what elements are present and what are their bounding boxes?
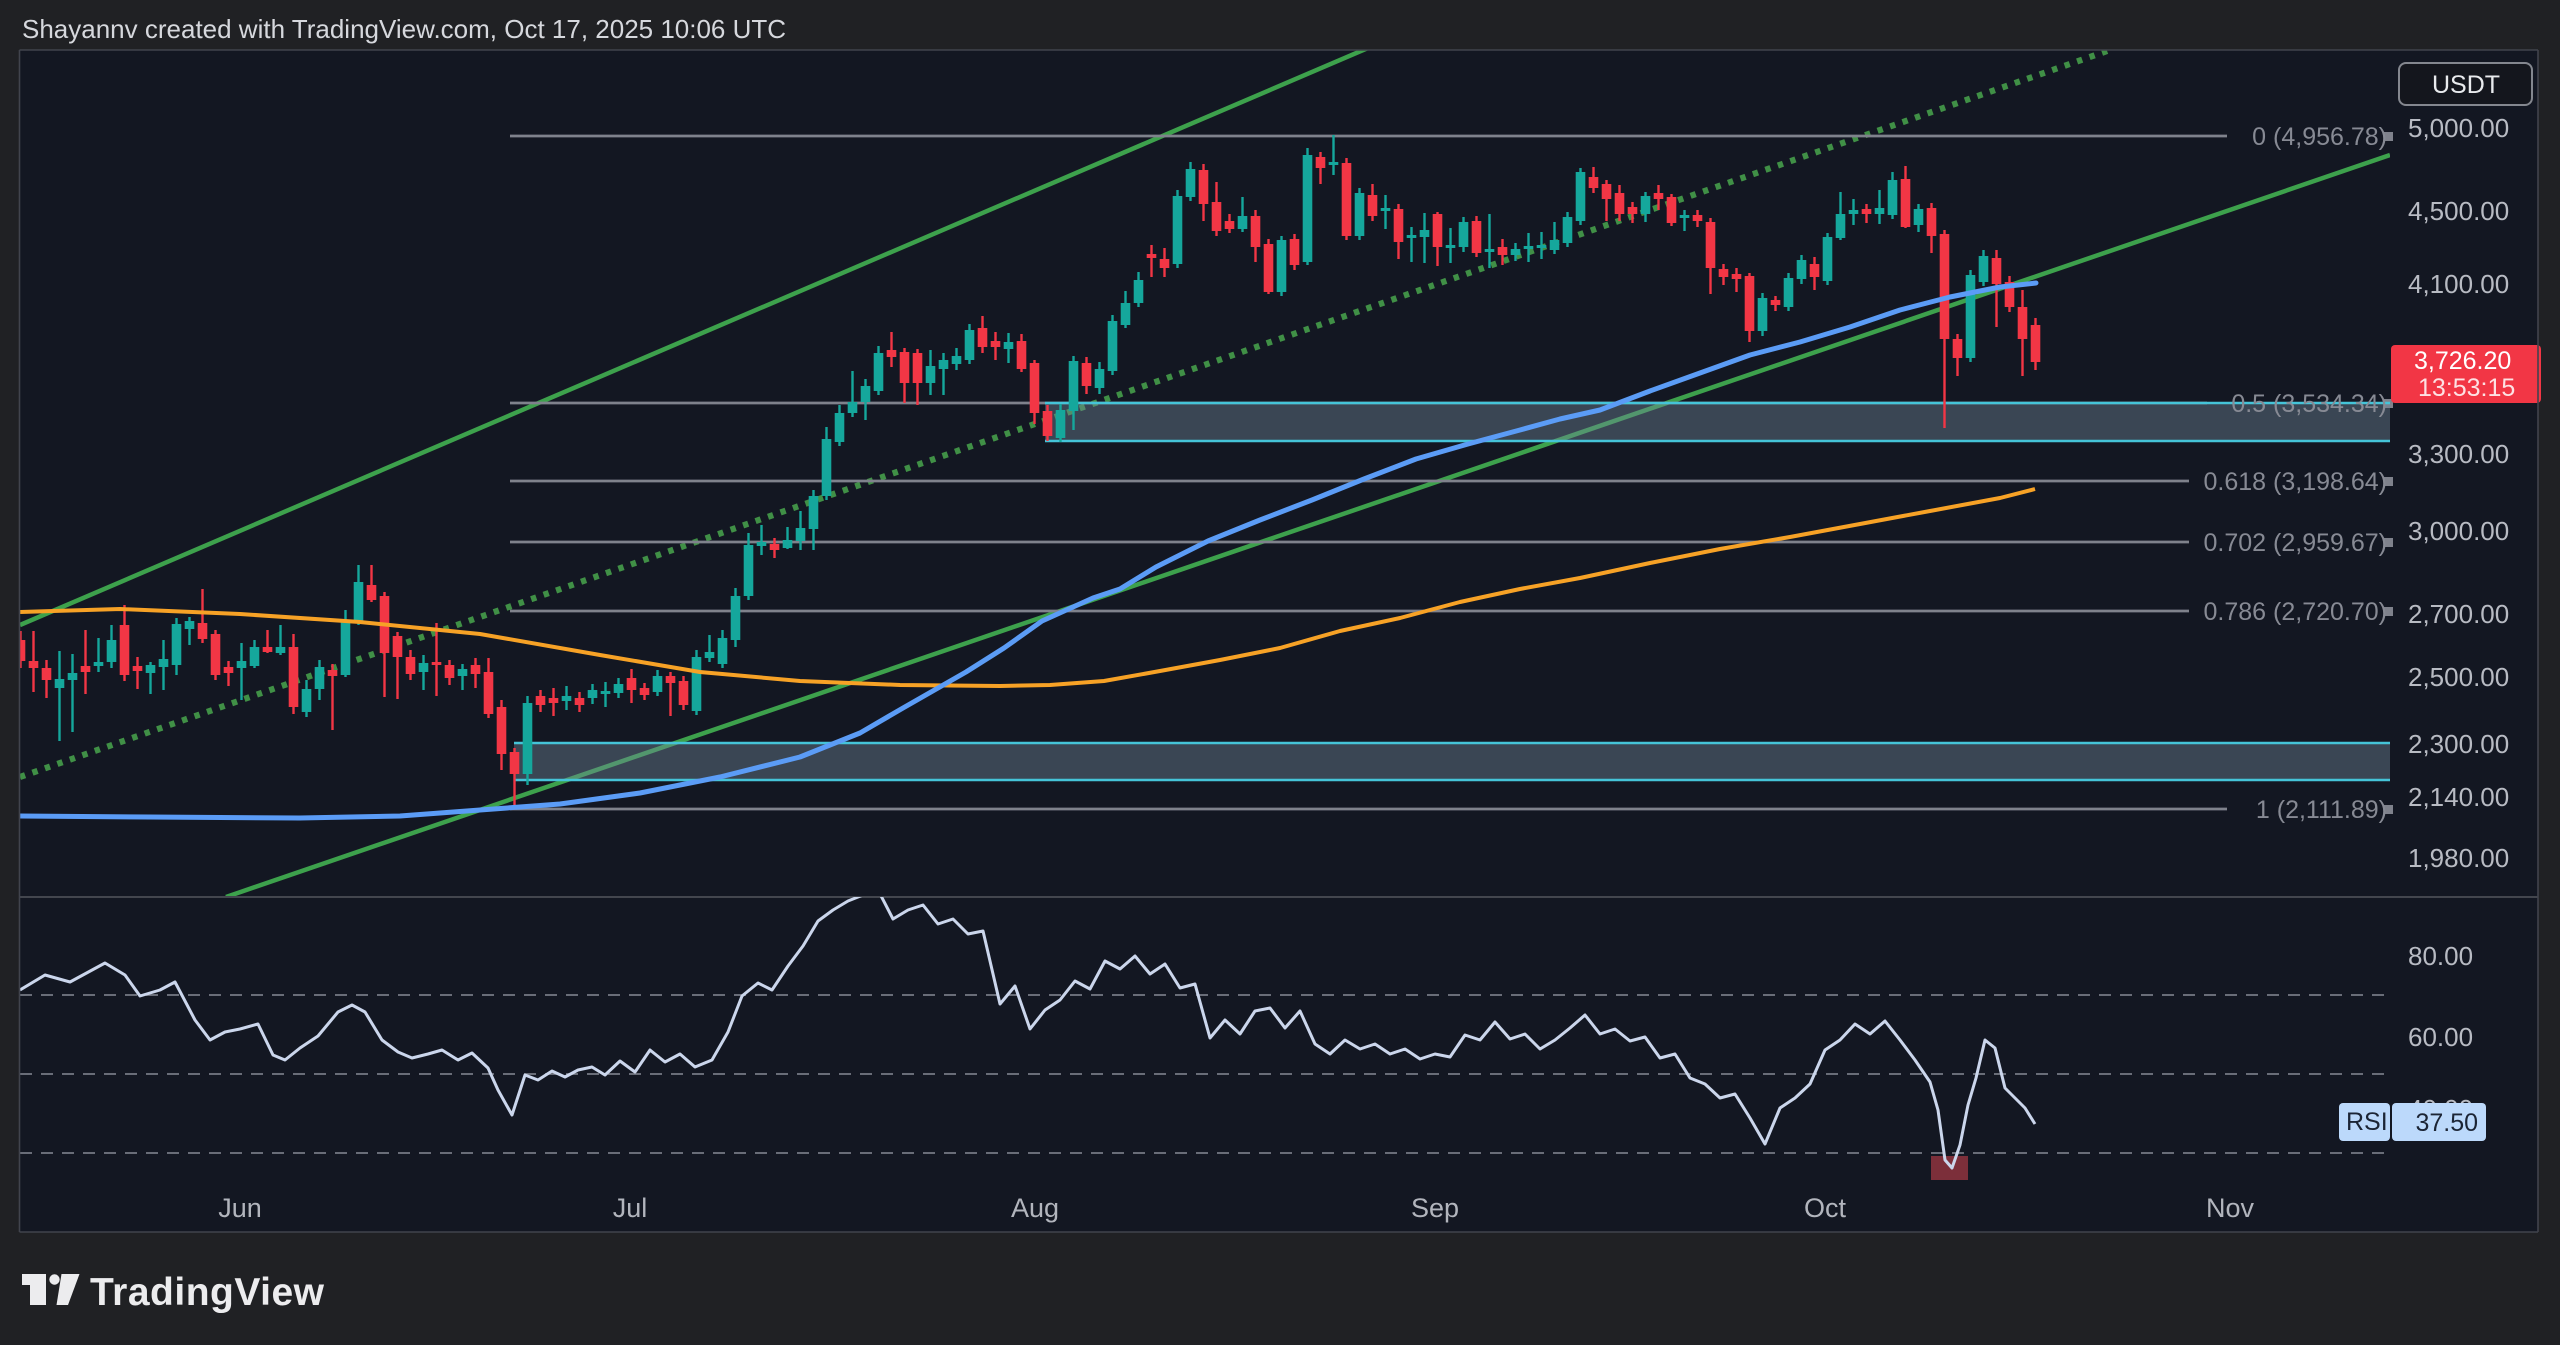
svg-text:0 (4,956.78): 0 (4,956.78) [2252, 123, 2387, 151]
svg-text:1 (2,111.89): 1 (2,111.89) [2256, 796, 2387, 824]
svg-text:RSI: RSI [2346, 1108, 2388, 1136]
svg-text:0.5 (3,534.34): 0.5 (3,534.34) [2231, 390, 2387, 418]
svg-text:Oct: Oct [1804, 1193, 1847, 1223]
svg-text:Jul: Jul [613, 1193, 648, 1223]
svg-text:13:53:15: 13:53:15 [2418, 374, 2515, 402]
svg-text:USDT: USDT [2432, 71, 2500, 99]
svg-text:37.50: 37.50 [2415, 1109, 2478, 1137]
svg-text:3,726.20: 3,726.20 [2414, 347, 2511, 375]
svg-text:Sep: Sep [1411, 1193, 1459, 1223]
svg-text:0.618 (3,198.64): 0.618 (3,198.64) [2204, 468, 2387, 496]
svg-text:2,500.00: 2,500.00 [2408, 662, 2509, 692]
svg-text:80.00: 80.00 [2408, 941, 2473, 971]
svg-text:3,300.00: 3,300.00 [2408, 439, 2509, 469]
svg-text:4,500.00: 4,500.00 [2408, 196, 2509, 226]
svg-text:1,980.00: 1,980.00 [2408, 843, 2509, 873]
svg-text:2,140.00: 2,140.00 [2408, 782, 2509, 812]
svg-text:5,000.00: 5,000.00 [2408, 113, 2509, 143]
svg-text:2,700.00: 2,700.00 [2408, 599, 2509, 629]
svg-text:Jun: Jun [218, 1193, 262, 1223]
svg-text:0.786 (2,720.70): 0.786 (2,720.70) [2204, 598, 2387, 626]
svg-text:3,000.00: 3,000.00 [2408, 516, 2509, 546]
svg-text:60.00: 60.00 [2408, 1022, 2473, 1052]
svg-text:TradingView: TradingView [90, 1271, 325, 1314]
svg-text:4,100.00: 4,100.00 [2408, 269, 2509, 299]
svg-text:0.702 (2,959.67): 0.702 (2,959.67) [2204, 529, 2387, 557]
svg-text:Aug: Aug [1011, 1193, 1059, 1223]
svg-text:Nov: Nov [2206, 1193, 2255, 1223]
svg-text:Shayannv created with TradingV: Shayannv created with TradingView.com, O… [22, 14, 786, 44]
svg-text:2,300.00: 2,300.00 [2408, 729, 2509, 759]
